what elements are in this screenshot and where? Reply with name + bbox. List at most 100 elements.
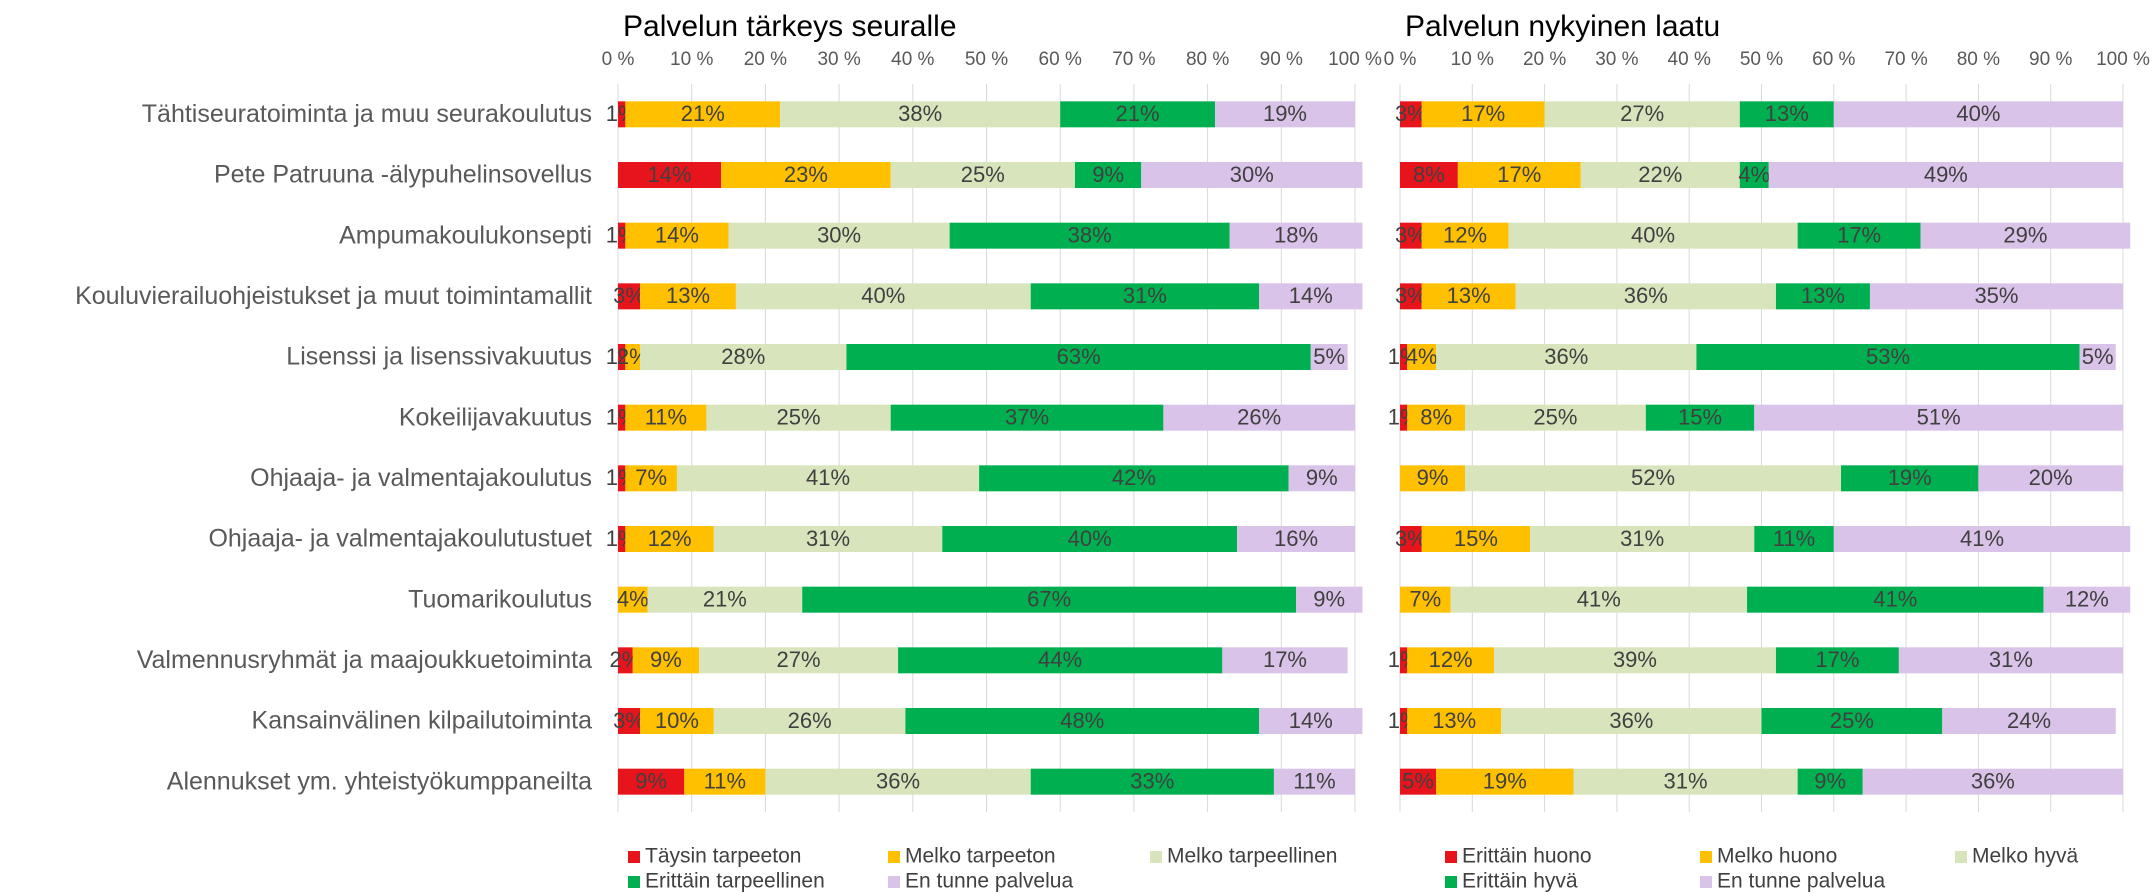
legend-swatch xyxy=(888,876,900,888)
bar-segment xyxy=(1421,222,1509,249)
value-label: 24% xyxy=(2007,708,2051,733)
bar-segment xyxy=(1296,586,1363,613)
bar-segment xyxy=(1273,768,1355,795)
value-label: 42% xyxy=(1112,465,1156,490)
legend-label: Täysin tarpeeton xyxy=(645,845,801,868)
value-label: 13% xyxy=(1765,101,1809,126)
bar-segment xyxy=(1400,101,1422,128)
category-label: Pete Patruuna -älypuhelinsovellus xyxy=(214,161,592,189)
value-label: 30% xyxy=(1230,162,1274,187)
value-label: 39% xyxy=(1613,647,1657,672)
value-label: 25% xyxy=(961,162,1005,187)
x-tick-label: 70 % xyxy=(1112,49,1155,70)
category-label: Valmennusryhmät ja maajoukkuetoiminta xyxy=(137,646,592,674)
bar-segment xyxy=(765,768,1031,795)
bar-segment xyxy=(625,344,641,370)
value-label: 36% xyxy=(1971,768,2015,793)
value-label: 48% xyxy=(1060,708,1104,733)
value-label: 3% xyxy=(613,708,645,733)
bar-segment xyxy=(979,465,1289,492)
value-label: 16% xyxy=(1274,526,1318,551)
bar-segment xyxy=(1696,344,2080,370)
value-label: 51% xyxy=(1917,404,1961,429)
value-label: 9% xyxy=(650,647,682,672)
value-label: 37% xyxy=(1005,404,1049,429)
legend-label: Melko tarpeeton xyxy=(905,845,1056,868)
value-label: 13% xyxy=(1447,283,1491,308)
bar-segment xyxy=(1400,162,1458,188)
bar-segment xyxy=(1222,647,1348,674)
bar-segment xyxy=(1407,708,1502,734)
bar-segment xyxy=(1074,162,1142,188)
legend-label: En tunne palvelua xyxy=(905,870,1073,893)
value-label: 36% xyxy=(1609,708,1653,733)
bar-segment xyxy=(721,162,891,188)
bar-segment xyxy=(2079,344,2116,370)
value-label: 7% xyxy=(1409,586,1441,611)
legend-swatch xyxy=(888,851,900,863)
x-tick-label: 80 % xyxy=(1957,49,2000,70)
bar-segment xyxy=(1465,465,1842,492)
bar-segment xyxy=(625,101,781,128)
bar-segment xyxy=(1942,708,2116,734)
bar-segment xyxy=(1739,101,1834,128)
bar-segment xyxy=(1841,465,1979,492)
category-label: Ohjaaja- ja valmentajakoulutustuet xyxy=(208,525,592,553)
value-label: 11% xyxy=(704,768,746,793)
category-label: Lisenssi ja lisenssivakuutus xyxy=(286,343,592,371)
value-label: 5% xyxy=(2082,344,2114,369)
value-label: 41% xyxy=(1960,526,2004,551)
x-tick-label: 50 % xyxy=(965,49,1008,70)
value-label: 27% xyxy=(1620,101,1664,126)
bar-segment xyxy=(1501,708,1762,734)
bar-segment xyxy=(1400,222,1422,249)
bar-segment xyxy=(640,283,736,310)
value-label: 21% xyxy=(681,101,725,126)
bar-segment xyxy=(1229,222,1363,249)
bar-segment xyxy=(625,404,707,431)
bar-segment xyxy=(1400,708,1408,734)
value-label: 7% xyxy=(635,465,667,490)
bar-segment xyxy=(1747,586,2044,613)
value-label: 29% xyxy=(2003,222,2047,247)
bar-segment xyxy=(1457,162,1581,188)
value-label: 40% xyxy=(1068,526,1112,551)
value-label: 31% xyxy=(1989,647,2033,672)
bar-segment xyxy=(1768,162,2123,188)
x-tick-label: 100 % xyxy=(2096,49,2150,70)
bar-segment xyxy=(632,647,700,674)
legend-label: Erittäin hyvä xyxy=(1462,870,1578,893)
bar-segment xyxy=(949,222,1230,249)
bar-segment xyxy=(625,465,677,492)
value-label: 28% xyxy=(721,344,765,369)
value-label: 31% xyxy=(1620,526,1664,551)
value-label: 4% xyxy=(1738,162,1770,187)
value-label: 49% xyxy=(1924,162,1968,187)
value-label: 3% xyxy=(1395,222,1427,247)
x-tick-label: 80 % xyxy=(1186,49,1229,70)
legend-label: Melko tarpeellinen xyxy=(1167,845,1337,868)
value-label: 63% xyxy=(1057,344,1101,369)
x-tick-label: 0 % xyxy=(602,49,635,70)
bar-segment xyxy=(684,768,766,795)
chart-title: Palvelun tärkeys seuralle xyxy=(623,10,957,43)
bar-segment xyxy=(735,283,1031,310)
bar-segment xyxy=(1754,404,2123,431)
legend-swatch xyxy=(1700,851,1712,863)
bar-segment xyxy=(1400,647,1408,674)
bar-segment xyxy=(846,344,1311,370)
value-label: 4% xyxy=(1406,344,1438,369)
value-label: 20% xyxy=(2029,465,2073,490)
legend-swatch xyxy=(1700,876,1712,888)
value-label: 14% xyxy=(648,162,692,187)
category-label: Kouluvierailuohjeistukset ja muut toimin… xyxy=(75,282,592,310)
value-label: 4% xyxy=(617,586,649,611)
bar-segment xyxy=(1400,283,1422,310)
value-label: 17% xyxy=(1461,101,1505,126)
value-label: 30% xyxy=(817,222,861,247)
bar-segment xyxy=(1259,283,1363,310)
category-label: Ohjaaja- ja valmentajakoulutus xyxy=(250,464,592,492)
value-label: 13% xyxy=(666,283,710,308)
bar-segment xyxy=(1400,465,1466,492)
